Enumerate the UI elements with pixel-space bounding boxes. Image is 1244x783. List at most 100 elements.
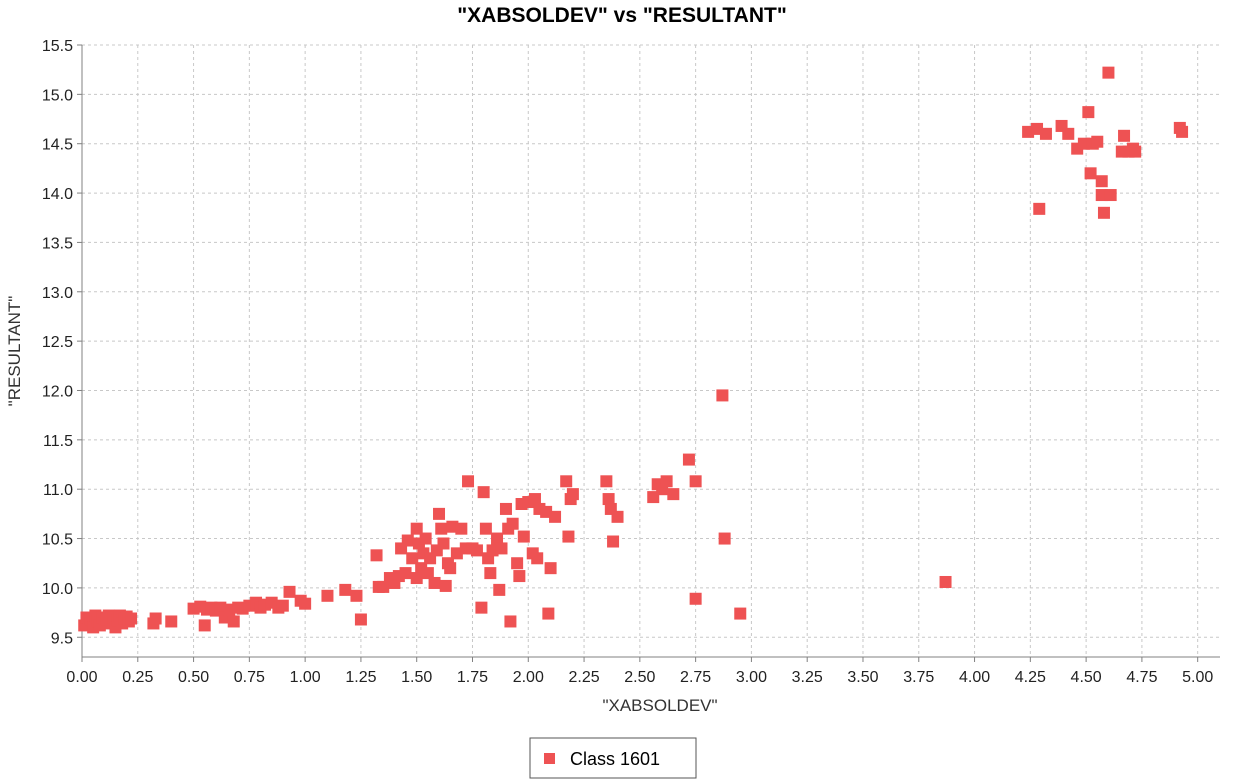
- y-tick-label: 14.0: [42, 186, 73, 203]
- data-point: [517, 530, 530, 543]
- y-tick-label: 15.5: [42, 38, 73, 55]
- data-point: [495, 542, 508, 555]
- data-point: [401, 534, 414, 547]
- data-point: [1084, 167, 1097, 180]
- chart-title: "XABSOLDEV" vs "RESULTANT": [457, 4, 787, 27]
- data-point: [734, 607, 747, 620]
- data-point: [462, 475, 475, 488]
- data-point: [1129, 145, 1142, 158]
- data-point: [1102, 66, 1115, 79]
- x-tick-label: 3.50: [847, 669, 878, 686]
- data-point: [437, 537, 450, 550]
- data-point: [716, 389, 729, 402]
- data-point: [455, 522, 468, 535]
- x-tick-label: 3.75: [903, 669, 934, 686]
- data-point: [439, 579, 452, 592]
- data-point: [321, 589, 334, 602]
- data-point: [513, 570, 526, 583]
- y-tick-label: 15.0: [42, 87, 73, 104]
- data-point: [667, 488, 680, 501]
- data-point: [600, 475, 613, 488]
- y-tick-label: 13.0: [42, 285, 73, 302]
- data-point: [125, 612, 138, 625]
- x-tick-label: 2.75: [680, 669, 711, 686]
- x-tick-label: 0.50: [178, 669, 209, 686]
- y-tick-label: 10.0: [42, 581, 73, 598]
- legend-swatch: [544, 753, 555, 764]
- data-point: [1091, 135, 1104, 148]
- data-point: [477, 486, 490, 499]
- data-point: [1039, 127, 1052, 140]
- data-point: [419, 532, 432, 545]
- y-tick-label: 11.5: [43, 433, 73, 450]
- x-tick-label: 3.00: [736, 669, 767, 686]
- data-point: [370, 549, 383, 562]
- data-point: [531, 552, 544, 565]
- data-point: [549, 510, 562, 523]
- data-point: [499, 502, 512, 515]
- data-point: [406, 552, 419, 565]
- data-point: [165, 615, 178, 628]
- data-point: [399, 567, 412, 580]
- y-tick-label: 10.5: [42, 532, 73, 549]
- legend-entry-label: Class 1601: [570, 749, 660, 769]
- data-point: [1033, 202, 1046, 215]
- y-tick-label: 13.5: [42, 235, 73, 252]
- data-point: [354, 613, 367, 626]
- x-tick-label: 1.50: [401, 669, 432, 686]
- data-point: [611, 510, 624, 523]
- x-tick-label: 4.75: [1126, 669, 1157, 686]
- data-point: [560, 475, 573, 488]
- legend-box: [529, 737, 697, 779]
- data-point: [939, 575, 952, 588]
- data-point: [410, 572, 423, 585]
- data-point: [1176, 125, 1189, 138]
- data-point: [421, 567, 434, 580]
- data-point: [682, 453, 695, 466]
- data-point: [660, 475, 673, 488]
- data-point: [566, 488, 579, 501]
- x-tick-label: 3.25: [792, 669, 823, 686]
- y-axis-label: "RESULTANT": [5, 296, 24, 407]
- x-axis-label: "XABSOLDEV": [602, 696, 717, 715]
- x-tick-label: 0.75: [234, 669, 265, 686]
- data-point: [475, 601, 488, 614]
- legend: Class 1601: [529, 737, 697, 779]
- data-point: [484, 567, 497, 580]
- x-tick-label: 4.25: [1015, 669, 1046, 686]
- data-point: [227, 615, 240, 628]
- data-point: [339, 583, 352, 596]
- data-point: [1055, 119, 1068, 132]
- y-tick-label: 12.5: [42, 334, 73, 351]
- data-point: [689, 475, 702, 488]
- x-tick-label: 4.50: [1071, 669, 1102, 686]
- data-point: [544, 562, 557, 575]
- data-point: [433, 507, 446, 520]
- data-point: [528, 493, 541, 506]
- data-point: [444, 562, 457, 575]
- data-point: [542, 607, 555, 620]
- data-point: [689, 592, 702, 605]
- data-point: [493, 583, 506, 596]
- x-tick-label: 1.75: [457, 669, 488, 686]
- x-tick-label: 2.00: [513, 669, 544, 686]
- data-point: [562, 530, 575, 543]
- grid-layer: [81, 44, 1220, 657]
- data-point: [149, 612, 162, 625]
- data-point: [410, 522, 423, 535]
- data-point: [299, 597, 312, 610]
- x-tick-label: 2.50: [624, 669, 655, 686]
- data-point: [504, 615, 517, 628]
- data-point: [718, 532, 731, 545]
- points-layer: [78, 66, 1189, 634]
- data-point: [470, 544, 483, 557]
- data-point: [350, 589, 363, 602]
- x-tick-label: 1.00: [290, 669, 321, 686]
- data-point: [435, 522, 448, 535]
- data-point: [602, 493, 615, 506]
- x-tick-label: 2.25: [568, 669, 599, 686]
- data-point: [276, 599, 289, 612]
- y-tick-label: 12.0: [42, 383, 73, 400]
- data-point: [1118, 129, 1131, 142]
